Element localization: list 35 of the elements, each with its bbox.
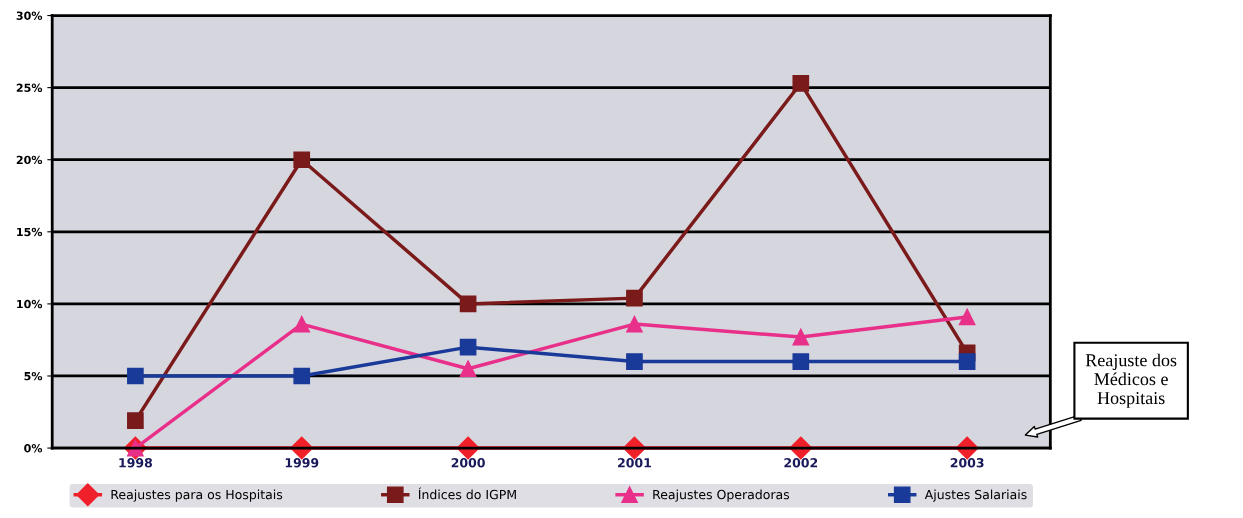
point bbox=[459, 338, 477, 356]
x-tick-label: 2000 bbox=[451, 458, 485, 468]
x-tick-label: 1998 bbox=[119, 458, 152, 468]
legend-label: Ajustes Salariais bbox=[924, 489, 1027, 502]
point bbox=[127, 367, 144, 385]
x-tick-label: 1999 bbox=[285, 458, 319, 468]
point bbox=[293, 151, 311, 169]
point bbox=[792, 74, 810, 92]
x-tick-label: 2003 bbox=[950, 458, 984, 468]
point bbox=[626, 289, 643, 307]
point bbox=[626, 353, 643, 370]
y-tick-label: 30% bbox=[16, 11, 43, 20]
point bbox=[626, 315, 643, 333]
y-tick-label: 5% bbox=[24, 371, 43, 381]
y-tick-label: 15% bbox=[17, 227, 43, 237]
point bbox=[792, 353, 810, 370]
point bbox=[293, 367, 311, 385]
x-tick-label: 2002 bbox=[784, 458, 818, 468]
point bbox=[127, 412, 144, 430]
legend-label: Reajustes Operadoras bbox=[653, 489, 790, 502]
point bbox=[958, 308, 976, 326]
point bbox=[958, 353, 976, 370]
text: Reajuste dos Médicos e Hospitais bbox=[1085, 353, 1177, 408]
legend-label: Reajustes para os Hospitais bbox=[111, 489, 283, 502]
y-tick-label: 10% bbox=[17, 299, 43, 309]
y-tick-label: 25% bbox=[16, 83, 43, 93]
point bbox=[792, 328, 810, 346]
legend-label: Índices do IGPM bbox=[418, 487, 516, 500]
point bbox=[293, 315, 311, 333]
point bbox=[622, 436, 646, 460]
x-tick-label: 2001 bbox=[618, 458, 651, 468]
y-tick-label: 20% bbox=[16, 155, 43, 165]
y-tick-label: 0% bbox=[24, 444, 43, 453]
point bbox=[459, 360, 477, 378]
point bbox=[459, 295, 477, 313]
